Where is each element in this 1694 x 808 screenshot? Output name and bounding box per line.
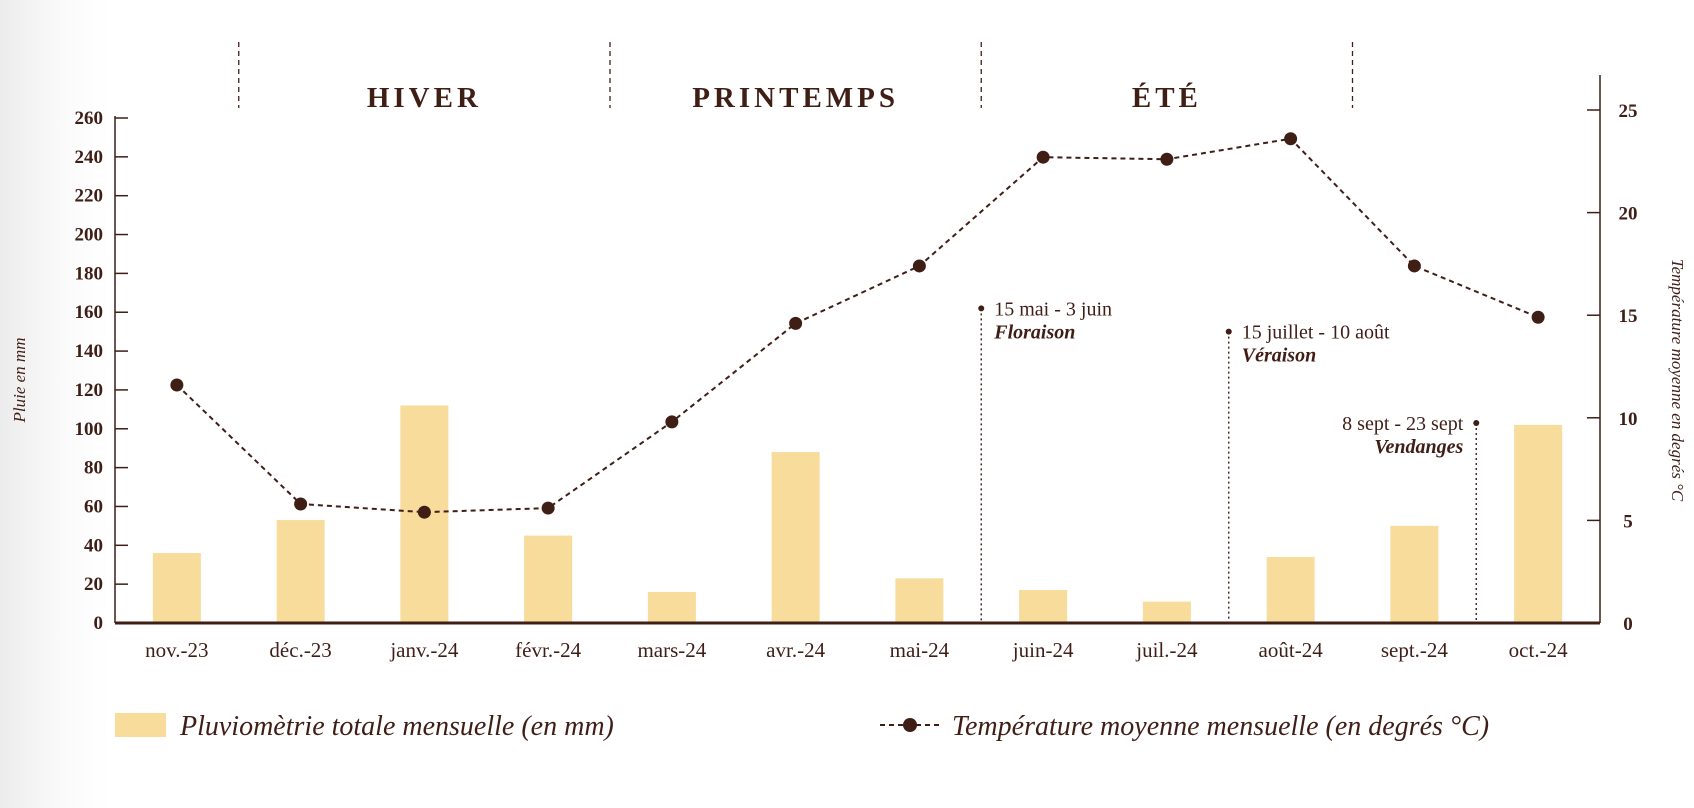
rain-bar (152, 553, 201, 623)
annotation-date: 8 sept - 23 sept (1342, 413, 1464, 435)
rain-bar (276, 520, 325, 623)
temperature-point (1036, 150, 1050, 164)
temperature-point (665, 415, 679, 429)
left-tick-label: 0 (94, 613, 104, 634)
annotation-name: Floraison (993, 321, 1075, 343)
left-tick-label: 200 (75, 225, 104, 246)
legend-label-rain: Pluviomètrie totale mensuelle (en mm) (179, 711, 614, 742)
rain-bar (1019, 589, 1068, 623)
x-tick-label: févr.-24 (515, 638, 581, 662)
x-tick-label: mai-24 (890, 638, 950, 662)
season-label: ÉTÉ (1132, 81, 1202, 114)
left-tick-label: 120 (75, 380, 104, 401)
right-axis-title: Température moyenne en degrés °C (1668, 259, 1687, 502)
rain-bar (895, 578, 944, 623)
season-label: HIVER (367, 82, 482, 114)
left-tick-label: 140 (75, 341, 104, 362)
temperature-point (1284, 132, 1298, 146)
annotation-dot (978, 305, 985, 312)
annotation-name: Vendanges (1374, 436, 1463, 458)
rain-bar (524, 535, 573, 623)
x-tick-label: oct.-24 (1509, 638, 1568, 662)
left-tick-label: 220 (75, 186, 104, 207)
left-tick-label: 20 (84, 574, 103, 595)
temperature-point (417, 505, 431, 519)
left-tick-label: 100 (75, 419, 104, 440)
x-tick-label: janv.-24 (389, 638, 459, 662)
left-tick-label: 80 (84, 458, 103, 479)
rain-bar (1514, 424, 1563, 623)
x-tick-label: juil.-24 (1135, 638, 1198, 662)
temperature-point (1407, 259, 1421, 273)
annotation-dot (1225, 328, 1232, 335)
rain-bar (1266, 556, 1315, 623)
rain-bar (771, 452, 820, 623)
temperature-point (1531, 310, 1545, 324)
right-tick-label: 0 (1623, 614, 1633, 635)
rain-bar (647, 591, 696, 623)
legend-swatch-rain (115, 713, 166, 737)
rain-bar (1142, 601, 1191, 623)
left-tick-label: 260 (75, 108, 104, 129)
temperature-point (170, 378, 184, 392)
legend-marker-temp (903, 718, 917, 732)
left-tick-label: 240 (75, 147, 104, 168)
left-tick-label: 60 (84, 496, 103, 517)
legend-label-temp: Température moyenne mensuelle (en degrés… (952, 711, 1489, 742)
x-tick-label: avr.-24 (766, 638, 825, 662)
annotation-dot (1473, 419, 1480, 426)
right-tick-label: 10 (1619, 409, 1638, 430)
right-tick-label: 25 (1619, 101, 1638, 122)
temperature-point (912, 259, 926, 273)
temperature-line (176, 137, 1539, 514)
x-tick-label: nov.-23 (145, 638, 208, 662)
temperature-point (1160, 152, 1174, 166)
left-axis-title: Pluie en mm (10, 338, 29, 424)
rain-bar (1390, 525, 1439, 623)
annotation-date: 15 juillet - 10 août (1242, 322, 1390, 344)
temperature-point (294, 497, 308, 511)
x-tick-label: déc.-23 (269, 638, 331, 662)
right-tick-label: 20 (1619, 204, 1638, 225)
left-tick-label: 40 (84, 535, 103, 556)
x-tick-label: sept.-24 (1381, 638, 1449, 662)
left-tick-label: 160 (75, 302, 104, 323)
annotation-name: Véraison (1242, 345, 1316, 367)
left-tick-label: 180 (75, 263, 104, 284)
x-tick-label: juin-24 (1012, 638, 1074, 662)
x-tick-label: août-24 (1259, 638, 1324, 662)
right-tick-label: 5 (1623, 511, 1633, 532)
season-label: PRINTEMPS (692, 82, 899, 114)
annotation-date: 15 mai - 3 juin (994, 298, 1112, 320)
temperature-point (789, 316, 803, 330)
temperature-point (541, 501, 555, 515)
x-tick-label: mars-24 (637, 638, 706, 662)
right-tick-label: 15 (1619, 306, 1638, 327)
